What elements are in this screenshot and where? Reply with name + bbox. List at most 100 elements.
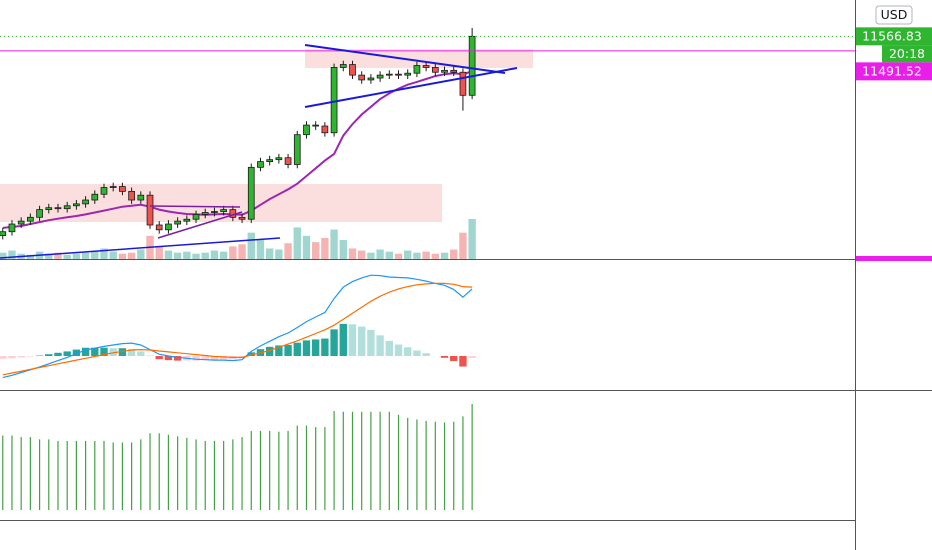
- candle-body: [63, 205, 71, 210]
- histogram-bar: [109, 348, 117, 357]
- trend-line: [304, 44, 506, 74]
- candle-body: [201, 212, 209, 215]
- candle-body: [183, 218, 191, 222]
- histogram-bar: [164, 356, 173, 361]
- candle-body: [82, 199, 89, 205]
- candle-body: [459, 71, 467, 96]
- candle-body: [330, 67, 338, 134]
- candle-body: [404, 72, 412, 76]
- currency-box: [875, 5, 913, 25]
- candle-body: [431, 67, 439, 73]
- volume-bar: [385, 251, 393, 259]
- histogram-bar: [54, 352, 62, 357]
- volume-bar: [450, 249, 458, 259]
- volume-bar: [219, 251, 228, 259]
- volume-bar: [247, 232, 255, 259]
- candle-body: [441, 69, 448, 73]
- zone: [0, 184, 442, 222]
- drawings: [0, 44, 518, 259]
- candle-body: [109, 186, 117, 188]
- histogram-bar: [210, 356, 219, 360]
- candle-body: [413, 65, 421, 74]
- candle-body: [450, 69, 458, 73]
- volume-bar: [118, 253, 127, 259]
- volume-bar: [422, 251, 430, 259]
- signal-line: [2, 282, 473, 376]
- volume-bar: [210, 250, 219, 259]
- labels: USD 11566.83 20:18 11491.52: [856, 5, 932, 81]
- candle-body: [27, 216, 34, 222]
- countdown: 20:18: [889, 46, 925, 61]
- volume-bar: [459, 232, 467, 259]
- volume-bar: [404, 250, 412, 259]
- histogram-bar: [394, 344, 403, 357]
- volume-bar: [376, 249, 384, 259]
- candle-body: [321, 125, 329, 134]
- histogram-bar: [385, 340, 393, 357]
- volume-bar: [8, 250, 16, 259]
- candle-body: [275, 157, 283, 161]
- candle-body: [220, 209, 227, 212]
- histogram-bar: [459, 356, 467, 367]
- histogram-bar: [72, 349, 81, 357]
- volume-bar: [0, 252, 7, 259]
- volume-bar: [302, 235, 311, 259]
- volume-bar: [431, 253, 440, 259]
- volume-bar: [330, 229, 338, 259]
- histogram-bar: [422, 353, 430, 357]
- candle-body: [137, 194, 145, 201]
- histogram-bar: [63, 351, 71, 357]
- histogram-bar: [450, 356, 458, 362]
- histogram-bar: [367, 329, 375, 357]
- volume-bar: [265, 248, 274, 259]
- trend-line: [149, 205, 241, 208]
- volume-bar: [26, 254, 35, 259]
- histogram-bar: [118, 348, 127, 357]
- histogram-bar: [127, 349, 136, 357]
- candle-body: [395, 73, 402, 76]
- currency: USD: [881, 7, 908, 22]
- histogram-bar: [311, 339, 320, 357]
- candle-body: [100, 187, 108, 195]
- candle-body: [128, 190, 135, 201]
- histogram-bar: [17, 356, 25, 358]
- candle-body: [468, 35, 476, 96]
- volume-bar: [72, 253, 81, 259]
- volume-bar: [63, 254, 71, 259]
- histogram-bar: [192, 356, 200, 361]
- volume-bar: [137, 249, 145, 259]
- candle-body: [192, 214, 200, 220]
- candle-body: [165, 223, 172, 231]
- histogram-bar: [247, 352, 255, 357]
- volume-bar: [284, 243, 292, 259]
- candle-body: [0, 231, 7, 236]
- volume-bar: [348, 248, 357, 259]
- candle-body: [119, 186, 126, 192]
- volume-bar: [100, 248, 108, 259]
- candle-body: [422, 65, 430, 68]
- candle-body: [385, 73, 393, 76]
- candle-body: [146, 194, 154, 226]
- histogram-bar: [201, 356, 209, 361]
- histogram-bar: [219, 356, 228, 360]
- volume-bar: [164, 250, 173, 259]
- volume-bar: [358, 250, 366, 259]
- histogram-bar: [339, 323, 347, 357]
- candle-body: [17, 220, 25, 225]
- volume-bar: [54, 252, 62, 259]
- volume-bar: [339, 240, 347, 259]
- candle-body: [155, 224, 163, 231]
- candle-body: [349, 64, 356, 76]
- volume-bar: [201, 252, 209, 259]
- last-price-box: [856, 27, 932, 46]
- histogram-bar: [330, 329, 338, 357]
- volume-bar: [468, 219, 476, 259]
- histogram-bar: [376, 335, 384, 357]
- histogram-bar: [100, 347, 108, 357]
- histogram-bar: [137, 351, 145, 357]
- candle-body: [339, 64, 347, 68]
- histogram-bar: [468, 356, 476, 358]
- candle-body: [293, 134, 301, 165]
- volume-bar: [293, 227, 301, 259]
